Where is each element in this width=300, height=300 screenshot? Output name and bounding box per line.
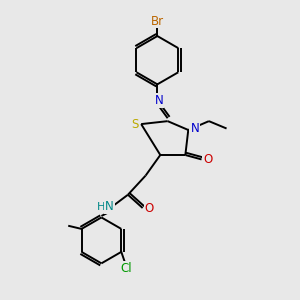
- Text: N: N: [105, 200, 114, 213]
- Text: O: O: [145, 202, 154, 214]
- Text: S: S: [131, 118, 138, 130]
- Text: H: H: [97, 202, 106, 212]
- Text: Cl: Cl: [121, 262, 132, 275]
- Text: N: N: [154, 94, 163, 107]
- Text: N: N: [190, 122, 199, 135]
- Text: O: O: [203, 153, 213, 166]
- Text: Br: Br: [151, 14, 164, 28]
